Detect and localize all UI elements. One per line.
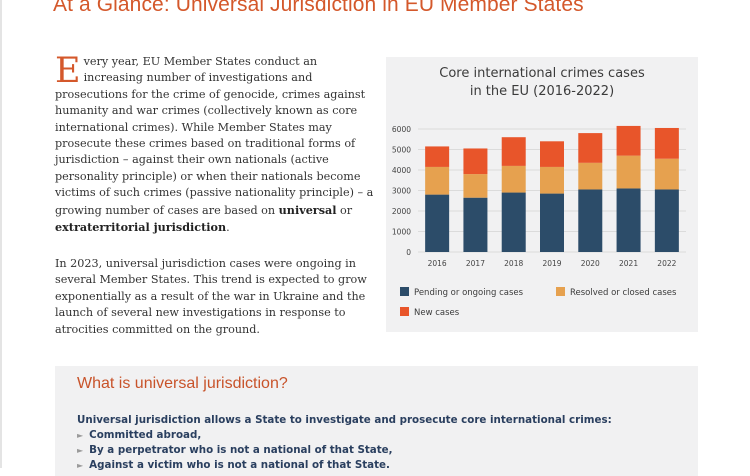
bullet-arrow-icon: ►: [77, 431, 84, 440]
legend-label-new: New cases: [414, 308, 460, 318]
intro-text-end: .: [226, 221, 230, 235]
bar-pending-2017: [463, 197, 488, 252]
legend-item-resolved: Resolved or closed cases: [556, 287, 676, 298]
page-title: At a Glance: Universal Jurisdiction in E…: [53, 0, 584, 16]
bullet-arrow-icon: ►: [77, 461, 84, 470]
chart-title-line2: in the EU (2016-2022): [469, 84, 615, 99]
trend-paragraph: In 2023, universal jurisdiction cases we…: [55, 257, 367, 336]
bar-resolved-2021: [616, 155, 641, 189]
bar-resolved-2017: [463, 174, 488, 198]
bar-new-2022: [654, 127, 679, 159]
intro-text-mid: or: [336, 203, 353, 217]
uj-item-text: Against a victim who is not a national o…: [89, 459, 390, 471]
legend-swatch-new: [400, 307, 409, 316]
uj-heading: What is universal jurisdiction?: [77, 375, 288, 392]
x-tick-label: 2020: [581, 259, 600, 268]
y-tick-label: 6000: [392, 125, 411, 134]
uj-criteria-list: ► Committed abroad, ► By a perpetrator who…: [77, 428, 393, 473]
y-tick-label: 3000: [392, 187, 411, 196]
legend-label-pending: Pending or ongoing cases: [414, 288, 524, 298]
x-tick-label: 2018: [504, 259, 523, 268]
y-tick-label: 2000: [392, 207, 411, 216]
x-tick-label: 2022: [657, 259, 676, 268]
bullet-arrow-icon: ►: [77, 446, 84, 455]
intro-bold-extraterritorial: extraterritorial jurisdiction: [55, 220, 227, 235]
bar-pending-2016: [425, 194, 450, 252]
bar-new-2021: [616, 125, 641, 156]
bar-resolved-2019: [540, 166, 564, 194]
list-item: ► By a perpetrator who is not a national …: [77, 443, 393, 458]
y-tick-label: 5000: [392, 146, 411, 155]
legend-swatch-pending: [400, 287, 409, 296]
x-tick-label: 2016: [428, 259, 447, 268]
x-tick-label: 2021: [619, 259, 638, 268]
legend-item-pending: Pending or ongoing cases: [400, 287, 523, 298]
chart-title: Core international crimes cases in the E…: [386, 65, 698, 101]
bar-new-2016: [425, 146, 450, 167]
drop-cap: E: [55, 51, 81, 91]
bar-resolved-2016: [425, 166, 450, 195]
list-item: ► Against a victim who is not a national …: [77, 458, 393, 473]
chart-panel: Core international crimes cases in the E…: [386, 57, 698, 332]
uj-item-text: By a perpetrator who is not a national o…: [89, 444, 393, 456]
uj-intro: Universal jurisdiction allows a State to…: [77, 414, 612, 426]
bar-pending-2018: [501, 192, 526, 252]
bar-new-2018: [501, 137, 526, 166]
intro-bold-universal: universal: [278, 202, 337, 217]
y-tick-label: 4000: [392, 166, 411, 175]
page-left-rule: [0, 0, 2, 468]
intro-text-start: very year, EU Member States conduct an i…: [55, 55, 374, 217]
chart-title-line1: Core international crimes cases: [439, 66, 645, 81]
legend-label-resolved: Resolved or closed cases: [570, 288, 677, 298]
bar-pending-2020: [578, 189, 603, 252]
y-tick-label: 0: [406, 248, 411, 257]
bar-pending-2019: [540, 193, 564, 252]
uj-item-text: Committed abroad,: [89, 429, 202, 441]
list-item: ► Committed abroad,: [77, 428, 393, 443]
bar-new-2017: [463, 148, 488, 175]
x-tick-label: 2019: [542, 259, 561, 268]
bar-pending-2022: [654, 189, 679, 252]
bar-resolved-2018: [501, 165, 526, 193]
bar-pending-2021: [616, 188, 641, 252]
y-tick-label: 1000: [392, 228, 411, 237]
bar-new-2020: [578, 133, 603, 163]
bar-resolved-2020: [578, 162, 603, 190]
x-tick-label: 2017: [466, 259, 485, 268]
universal-jurisdiction-box: What is universal jurisdiction? Universa…: [55, 366, 698, 476]
legend-item-new: New cases: [400, 307, 459, 318]
bar-resolved-2022: [654, 158, 679, 190]
stacked-bar-chart: 0 1000 2000 3000 4000 5000 6000 2016 2017 2018 201…: [392, 125, 686, 268]
legend-swatch-resolved: [556, 287, 565, 296]
bar-new-2019: [540, 141, 564, 167]
